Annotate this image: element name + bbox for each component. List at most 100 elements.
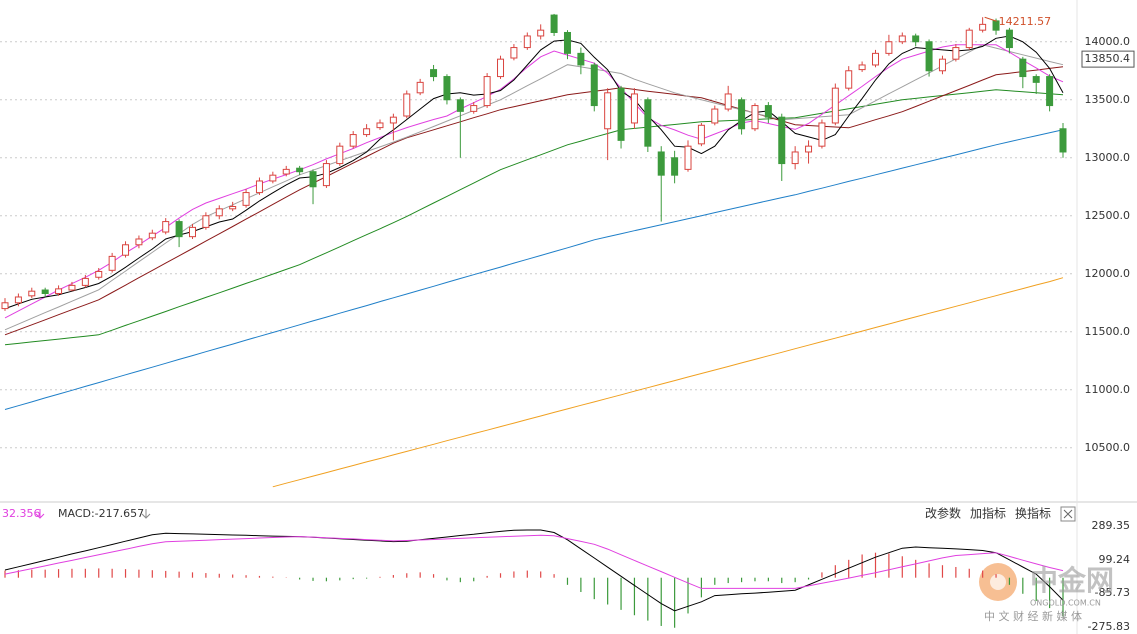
candle-body [55,288,63,295]
candle-body [1,302,9,310]
candle-body [858,64,866,71]
candle-body [711,108,719,124]
y-tick-label: 10500.0 [1085,441,1131,454]
candle-body [14,296,22,304]
candle-body [148,232,156,239]
dif-label: 32.356 [2,507,41,520]
candle-body [831,87,839,124]
candle-body [242,192,250,206]
candle-body [818,122,826,147]
y-tick-label: 12500.0 [1085,209,1131,222]
max-pointer [984,16,997,22]
candle-body [952,47,960,60]
candle-body [965,29,973,49]
indicator-button[interactable]: 改参数 [925,506,961,521]
candle-body [309,171,317,188]
candle-body [644,99,652,147]
candle-body [550,14,558,33]
candle-body [497,58,505,78]
y-tick-label: 13500.0 [1085,93,1131,106]
last-price-label: 13850.4 [1085,52,1131,65]
max-label: 14211.57 [999,15,1051,28]
candle-body [336,145,344,165]
candle-body [269,174,277,182]
candle-body [577,52,585,66]
dif-arrow [35,509,45,519]
candle-body [751,105,759,130]
candle-body [363,128,371,136]
y-tick-label: -85.73 [1095,586,1130,599]
candle-body [791,151,799,165]
candle-body [282,168,290,175]
candle-body [845,70,853,89]
candle-body [912,35,920,43]
candle-body [470,105,478,112]
ma-line [4,534,1064,589]
candle-body [898,35,906,43]
ma-line [4,66,1064,336]
candle-body [938,58,946,72]
indicator-button[interactable]: 加指标 [970,506,1006,521]
candle-body [443,76,451,101]
candle-body [738,99,746,130]
candle-body [202,215,210,228]
last-price-box [1081,50,1135,68]
candle-body [1032,76,1040,83]
candle-body [872,52,880,66]
y-tick-label: 14000.0 [1085,35,1131,48]
candle-body [523,35,531,49]
candle-body [724,93,732,110]
candle-body [296,167,304,173]
y-tick-label: 99.24 [1099,553,1131,566]
ma-line [4,89,1064,346]
candle-body [764,105,772,118]
candle-body [322,163,330,187]
candle-body [630,93,638,124]
candle-body [1046,76,1054,107]
ma-line [4,44,1064,319]
candle-body [1005,29,1013,49]
y-tick-label: 13000.0 [1085,151,1131,164]
candle-body [122,244,130,256]
candle-body [215,208,223,217]
candle-body [671,157,679,176]
candle-body [162,221,170,233]
watermark-logo-inner [990,574,1006,590]
candle-body [885,41,893,54]
candle-body [430,69,438,78]
indicator-button[interactable]: 换指标 [1015,506,1051,521]
candle-body [416,81,424,94]
candle-body [188,226,196,238]
ma-line [272,277,1064,488]
y-tick-label: 289.35 [1092,519,1131,532]
candle-body [403,93,411,117]
candle-body [617,87,625,141]
watermark-slogan: 中 文 财 经 新 媒 体 [984,609,1082,623]
candle-body [925,41,933,72]
candle-body [28,290,36,297]
candle-body [590,64,598,107]
candle-body [1059,128,1067,153]
candle-body [108,255,116,271]
candle-body [376,122,384,129]
candle-body [255,180,263,194]
candle-body [563,31,571,54]
candle-body [41,289,49,295]
candle-body [604,92,612,130]
ma-line [4,529,1064,612]
candle-body [81,277,89,286]
close-icon [1063,509,1073,519]
candle-body [778,116,786,165]
macd-arrow [141,509,151,519]
candle-body [68,284,76,291]
candle-body [684,145,692,170]
candle-body [537,29,545,37]
candle-body [456,99,464,112]
candle-body [135,238,143,246]
watermark-title: 中金网 [1030,564,1114,597]
candle-body [175,221,183,238]
candle-body [805,145,813,153]
